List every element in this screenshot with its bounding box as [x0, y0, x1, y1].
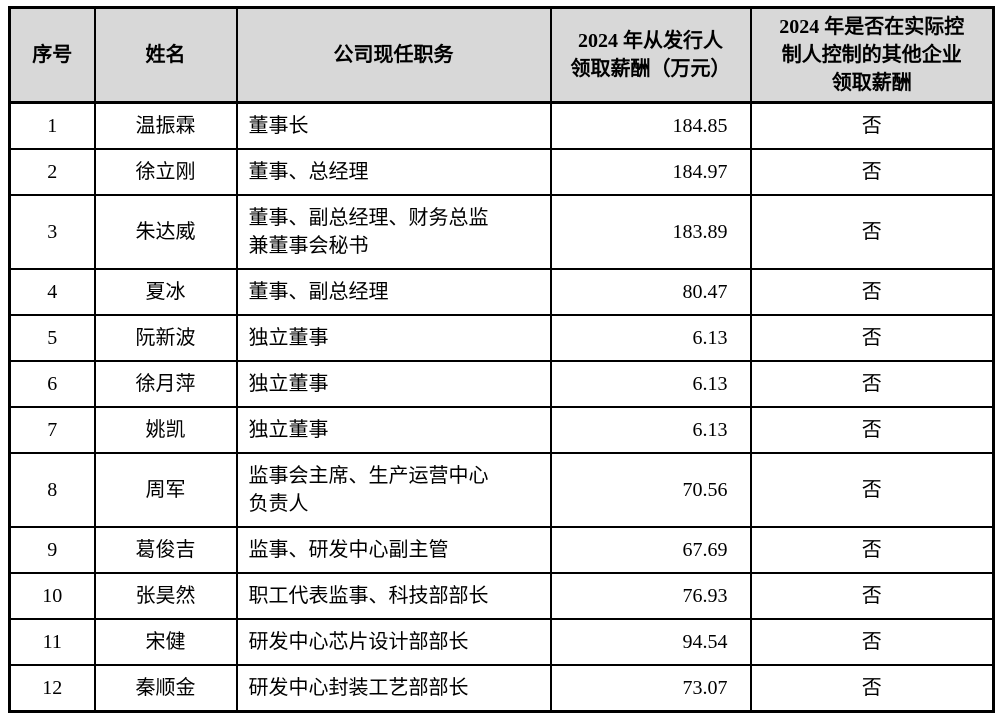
cell-salary: 70.56	[549, 452, 752, 528]
cell-name: 朱达威	[93, 194, 238, 270]
cell-position: 董事长	[235, 101, 552, 150]
cell-name: 张昊然	[93, 572, 238, 620]
cell-no: 10	[8, 572, 96, 620]
cell-position: 独立董事	[235, 314, 552, 362]
cell-other: 否	[749, 406, 995, 454]
cell-no: 5	[8, 314, 96, 362]
header-cell-no: 序号	[8, 6, 96, 104]
cell-other: 否	[749, 360, 995, 408]
cell-no: 11	[8, 618, 96, 666]
table-row: 10 张昊然 职工代表监事、科技部部长 76.93 否	[8, 572, 995, 620]
cell-salary: 6.13	[549, 360, 752, 408]
cell-other: 否	[749, 268, 995, 316]
cell-other: 否	[749, 664, 995, 713]
cell-name: 宋健	[93, 618, 238, 666]
cell-salary: 184.85	[549, 101, 752, 150]
cell-position: 研发中心封装工艺部部长	[235, 664, 552, 713]
header-cell-salary: 2024 年从发行人 领取薪酬（万元）	[549, 6, 752, 104]
cell-salary: 6.13	[549, 314, 752, 362]
cell-other: 否	[749, 148, 995, 196]
table-row: 11 宋健 研发中心芯片设计部部长 94.54 否	[8, 618, 995, 666]
cell-position: 监事、研发中心副主管	[235, 526, 552, 574]
cell-no: 8	[8, 452, 96, 528]
table-row: 9 葛俊吉 监事、研发中心副主管 67.69 否	[8, 526, 995, 574]
cell-other: 否	[749, 452, 995, 528]
cell-other: 否	[749, 194, 995, 270]
table-row: 12 秦顺金 研发中心封装工艺部部长 73.07 否	[8, 664, 995, 713]
cell-name: 徐月萍	[93, 360, 238, 408]
cell-no: 4	[8, 268, 96, 316]
table-header: 序号 姓名 公司现任职务 2024 年从发行人 领取薪酬（万元） 2024 年是…	[8, 6, 995, 104]
cell-salary: 73.07	[549, 664, 752, 713]
header-cell-position: 公司现任职务	[235, 6, 552, 104]
cell-no: 6	[8, 360, 96, 408]
cell-other: 否	[749, 618, 995, 666]
cell-other: 否	[749, 101, 995, 150]
header-cell-name: 姓名	[93, 6, 238, 104]
header-row: 序号 姓名 公司现任职务 2024 年从发行人 领取薪酬（万元） 2024 年是…	[8, 6, 995, 104]
table-row: 5 阮新波 独立董事 6.13 否	[8, 314, 995, 362]
cell-position: 董事、副总经理、财务总监 兼董事会秘书	[235, 194, 552, 270]
cell-salary: 76.93	[549, 572, 752, 620]
executive-compensation-table: 序号 姓名 公司现任职务 2024 年从发行人 领取薪酬（万元） 2024 年是…	[8, 6, 995, 713]
cell-no: 3	[8, 194, 96, 270]
cell-name: 周军	[93, 452, 238, 528]
cell-other: 否	[749, 314, 995, 362]
cell-salary: 184.97	[549, 148, 752, 196]
table-row: 8 周军 监事会主席、生产运营中心 负责人 70.56 否	[8, 452, 995, 528]
cell-position: 监事会主席、生产运营中心 负责人	[235, 452, 552, 528]
cell-name: 温振霖	[93, 101, 238, 150]
table-row: 2 徐立刚 董事、总经理 184.97 否	[8, 148, 995, 196]
cell-no: 9	[8, 526, 96, 574]
cell-salary: 6.13	[549, 406, 752, 454]
table-row: 6 徐月萍 独立董事 6.13 否	[8, 360, 995, 408]
table-row: 1 温振霖 董事长 184.85 否	[8, 101, 995, 150]
table-row: 3 朱达威 董事、副总经理、财务总监 兼董事会秘书 183.89 否	[8, 194, 995, 270]
table-row: 4 夏冰 董事、副总经理 80.47 否	[8, 268, 995, 316]
cell-name: 阮新波	[93, 314, 238, 362]
cell-name: 葛俊吉	[93, 526, 238, 574]
cell-position: 研发中心芯片设计部部长	[235, 618, 552, 666]
cell-other: 否	[749, 572, 995, 620]
cell-no: 2	[8, 148, 96, 196]
cell-other: 否	[749, 526, 995, 574]
cell-position: 独立董事	[235, 360, 552, 408]
cell-no: 1	[8, 101, 96, 150]
cell-position: 董事、副总经理	[235, 268, 552, 316]
table-row: 7 姚凯 独立董事 6.13 否	[8, 406, 995, 454]
header-cell-other: 2024 年是否在实际控 制人控制的其他企业 领取薪酬	[749, 6, 995, 104]
cell-salary: 183.89	[549, 194, 752, 270]
cell-salary: 67.69	[549, 526, 752, 574]
cell-position: 独立董事	[235, 406, 552, 454]
table-body: 1 温振霖 董事长 184.85 否 2 徐立刚 董事、总经理 184.97 否…	[8, 101, 995, 713]
cell-salary: 94.54	[549, 618, 752, 666]
cell-no: 12	[8, 664, 96, 713]
cell-salary: 80.47	[549, 268, 752, 316]
cell-name: 夏冰	[93, 268, 238, 316]
cell-name: 徐立刚	[93, 148, 238, 196]
cell-no: 7	[8, 406, 96, 454]
cell-position: 职工代表监事、科技部部长	[235, 572, 552, 620]
cell-name: 姚凯	[93, 406, 238, 454]
cell-name: 秦顺金	[93, 664, 238, 713]
cell-position: 董事、总经理	[235, 148, 552, 196]
